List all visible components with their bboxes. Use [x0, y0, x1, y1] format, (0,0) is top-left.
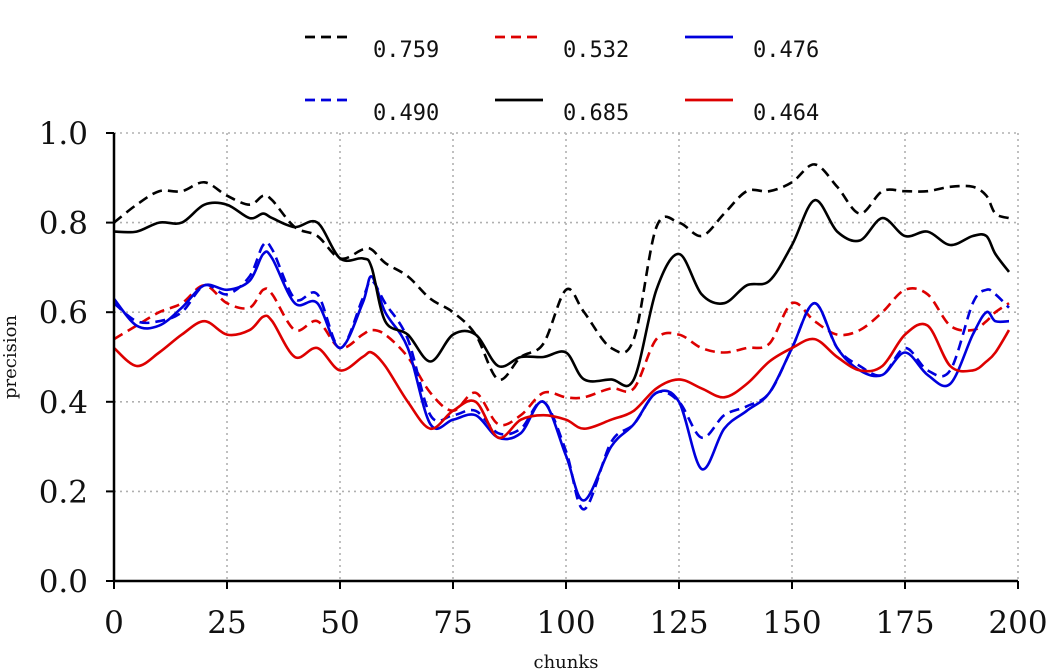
- x-axis-title: chunks: [533, 652, 598, 672]
- x-tick-label: 75: [433, 605, 472, 641]
- y-tick-label: 1.0: [39, 116, 88, 152]
- grid-lines: [114, 132, 1019, 581]
- legend-label: 0.685: [563, 101, 629, 126]
- x-tick-label: 150: [762, 605, 821, 641]
- series-line-5: [113, 198, 1011, 388]
- series-lines: [112, 163, 1011, 511]
- y-tick-label: 0.2: [39, 474, 88, 510]
- x-tick-label: 25: [207, 605, 246, 641]
- legend-label: 0.532: [563, 38, 629, 63]
- legend-label: 0.759: [373, 38, 439, 63]
- series-line-1: [113, 163, 1010, 382]
- y-tick-label: 0.0: [39, 564, 88, 600]
- legend-label: 0.490: [373, 101, 439, 126]
- y-tick-label: 0.6: [39, 295, 88, 331]
- y-axis-ticks: 0.0 0.2 0.4 0.6 0.8 1.0: [39, 116, 114, 600]
- legend-label: 0.476: [753, 38, 819, 63]
- x-tick-label: 0: [104, 605, 124, 641]
- x-tick-label: 200: [988, 605, 1047, 641]
- series-line-6: [113, 314, 1011, 440]
- legend: 0.759 0.532 0.476 0.490 0.685 0.464: [305, 35, 819, 126]
- y-axis-title: precision: [0, 315, 21, 399]
- legend-label: 0.464: [753, 101, 819, 126]
- x-tick-label: 100: [536, 605, 595, 641]
- x-tick-label: 175: [875, 605, 934, 641]
- series-line-4: [113, 240, 1010, 511]
- series-line-2: [113, 284, 1010, 427]
- x-tick-label: 125: [649, 605, 708, 641]
- y-tick-label: 0.4: [39, 385, 88, 421]
- x-axis-ticks: 0 25 50 75 100 125 150 175 200: [104, 581, 1048, 641]
- y-tick-label: 0.8: [39, 206, 88, 242]
- x-tick-label: 50: [320, 605, 359, 641]
